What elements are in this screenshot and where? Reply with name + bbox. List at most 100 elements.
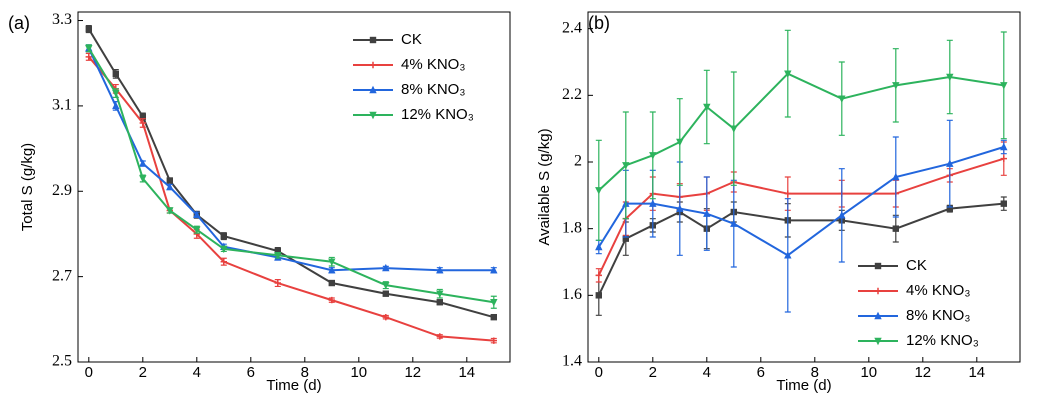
legend-marker xyxy=(369,111,377,120)
y-tick-label: 2.2 xyxy=(562,86,582,103)
point xyxy=(166,177,173,184)
point xyxy=(1000,200,1007,207)
point xyxy=(490,313,497,321)
legend-marker xyxy=(369,36,377,44)
x-tick-label: 0 xyxy=(595,364,603,381)
legend-marker xyxy=(874,287,882,295)
legend-marker xyxy=(369,61,377,69)
point xyxy=(784,251,792,259)
point xyxy=(382,290,389,297)
point xyxy=(193,210,201,218)
point xyxy=(892,82,900,90)
point xyxy=(595,242,603,251)
legend-label: CK xyxy=(906,257,927,274)
y-tick-label: 3.1 xyxy=(52,97,72,114)
y-axis-label: Available S (g/kg) xyxy=(536,128,553,245)
legend-label: 8% KNO₃ xyxy=(906,307,970,324)
y-tick-label: 2 xyxy=(574,153,582,170)
legend-marker xyxy=(874,262,882,270)
point xyxy=(139,175,147,183)
point xyxy=(139,159,147,167)
point xyxy=(139,119,146,127)
point xyxy=(166,182,174,191)
point xyxy=(595,292,602,299)
point xyxy=(220,258,227,265)
legend-label: 8% KNO₃ xyxy=(401,81,465,98)
legend-label: 12% KNO₃ xyxy=(906,332,979,349)
series-line xyxy=(597,146,1005,257)
x-tick-label: 12 xyxy=(404,364,421,381)
x-axis-label: Time (d) xyxy=(266,377,321,394)
point xyxy=(436,290,444,298)
legend-label: CK xyxy=(401,31,422,48)
point xyxy=(328,266,336,274)
legend-marker xyxy=(369,85,377,94)
point xyxy=(328,296,335,304)
point xyxy=(220,245,228,254)
point xyxy=(490,337,497,344)
point xyxy=(436,333,443,340)
panel-label: (a) xyxy=(8,13,30,33)
x-tick-label: 10 xyxy=(350,364,367,381)
point xyxy=(676,204,684,212)
y-tick-label: 2.4 xyxy=(562,19,582,36)
point xyxy=(784,70,792,78)
point xyxy=(892,225,899,232)
x-tick-label: 14 xyxy=(968,364,985,381)
point xyxy=(85,25,92,33)
point xyxy=(328,279,335,287)
point xyxy=(622,235,629,242)
point xyxy=(622,162,630,170)
legend-label: 12% KNO₃ xyxy=(401,106,474,123)
point xyxy=(676,138,684,147)
y-tick-label: 1.8 xyxy=(562,219,582,236)
point xyxy=(382,281,390,290)
point xyxy=(490,299,498,307)
y-tick-label: 1.4 xyxy=(562,353,582,370)
x-tick-label: 12 xyxy=(914,364,931,381)
point xyxy=(838,95,846,103)
legend-marker xyxy=(874,337,882,346)
legend-label: 4% KNO₃ xyxy=(401,56,465,73)
x-tick-label: 14 xyxy=(458,364,475,381)
x-tick-label: 10 xyxy=(860,364,877,381)
point xyxy=(436,266,444,274)
x-axis-label: Time (d) xyxy=(776,377,831,394)
y-tick-label: 2.7 xyxy=(52,267,72,284)
point xyxy=(703,103,711,112)
y-axis-label: Total S (g/kg) xyxy=(19,143,36,231)
x-tick-label: 2 xyxy=(649,364,657,381)
x-tick-label: 0 xyxy=(85,364,93,381)
point xyxy=(112,101,120,110)
point xyxy=(1000,82,1008,90)
x-tick-label: 4 xyxy=(193,364,201,381)
series-line xyxy=(598,72,1004,192)
point xyxy=(490,266,498,274)
point xyxy=(838,211,846,219)
point xyxy=(1000,155,1007,162)
point xyxy=(382,313,389,321)
point xyxy=(436,299,443,306)
point xyxy=(784,190,791,197)
y-tick-label: 1.6 xyxy=(562,286,582,303)
point xyxy=(112,70,119,78)
x-tick-label: 2 xyxy=(139,364,147,381)
point xyxy=(220,232,227,240)
point xyxy=(328,258,336,266)
series-line xyxy=(88,56,494,342)
point xyxy=(730,125,738,133)
point xyxy=(193,226,201,234)
x-tick-label: 6 xyxy=(757,364,765,381)
x-tick-label: 8 xyxy=(811,364,819,381)
point xyxy=(382,263,390,272)
point xyxy=(946,205,953,212)
point xyxy=(649,152,657,160)
y-tick-label: 2.9 xyxy=(52,182,72,199)
point xyxy=(1000,142,1008,151)
point xyxy=(139,113,146,120)
point xyxy=(274,252,282,260)
point xyxy=(274,279,281,287)
x-tick-label: 8 xyxy=(301,364,309,381)
y-tick-label: 2.5 xyxy=(52,353,72,370)
